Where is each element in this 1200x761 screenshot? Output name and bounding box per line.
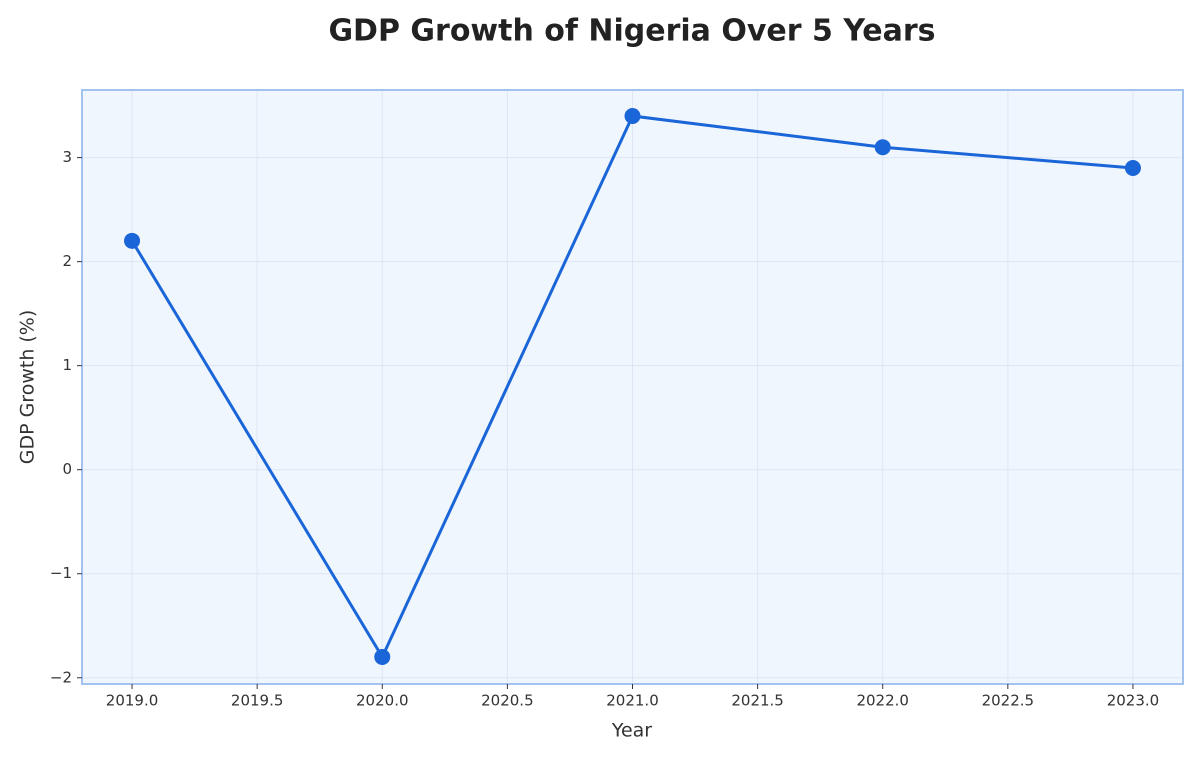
point bbox=[124, 232, 141, 249]
x-tick-label: 2022.0 bbox=[856, 692, 909, 710]
y-tick-label: −1 bbox=[50, 564, 72, 582]
point bbox=[624, 108, 641, 125]
y-tick-label: 3 bbox=[62, 148, 72, 166]
y-tick-label: 2 bbox=[62, 252, 72, 270]
y-tick-label: 1 bbox=[62, 356, 72, 374]
x-tick-label: 2019.0 bbox=[106, 692, 159, 710]
x-tick-label: 2020.5 bbox=[481, 692, 534, 710]
y-tick-label: 0 bbox=[62, 460, 72, 478]
point bbox=[874, 139, 891, 156]
y-axis-label: GDP Growth (%) bbox=[17, 310, 39, 465]
point bbox=[1124, 160, 1141, 177]
x-tick-label: 2020.0 bbox=[356, 692, 409, 710]
point bbox=[374, 648, 391, 665]
chart-title: GDP Growth of Nigeria Over 5 Years bbox=[328, 14, 935, 49]
x-tick-label: 2021.5 bbox=[731, 692, 784, 710]
x-axis-label: Year bbox=[611, 720, 652, 742]
x-tick-label: 2023.0 bbox=[1107, 692, 1160, 710]
x-tick-label: 2019.5 bbox=[231, 692, 284, 710]
y-tick-label: −2 bbox=[50, 668, 72, 686]
x-tick-label: 2022.5 bbox=[982, 692, 1035, 710]
x-tick-label: 2021.0 bbox=[606, 692, 659, 710]
